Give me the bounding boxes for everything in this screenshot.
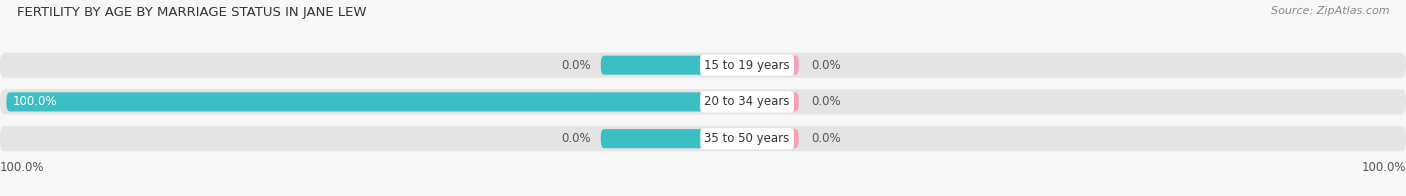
Text: 100.0%: 100.0%	[13, 95, 58, 108]
Text: 0.0%: 0.0%	[811, 59, 841, 72]
FancyBboxPatch shape	[0, 126, 1406, 151]
Text: 15 to 19 years: 15 to 19 years	[704, 59, 790, 72]
Text: 0.0%: 0.0%	[811, 95, 841, 108]
Text: FERTILITY BY AGE BY MARRIAGE STATUS IN JANE LEW: FERTILITY BY AGE BY MARRIAGE STATUS IN J…	[17, 6, 367, 19]
Text: 0.0%: 0.0%	[561, 132, 591, 145]
FancyBboxPatch shape	[703, 129, 799, 148]
Text: 100.0%: 100.0%	[1361, 162, 1406, 174]
FancyBboxPatch shape	[7, 92, 703, 112]
FancyBboxPatch shape	[600, 56, 703, 75]
Text: 100.0%: 100.0%	[0, 162, 45, 174]
FancyBboxPatch shape	[600, 129, 703, 148]
Text: 0.0%: 0.0%	[811, 132, 841, 145]
Text: 0.0%: 0.0%	[561, 59, 591, 72]
FancyBboxPatch shape	[703, 56, 799, 75]
FancyBboxPatch shape	[0, 53, 1406, 78]
Text: 20 to 34 years: 20 to 34 years	[704, 95, 790, 108]
FancyBboxPatch shape	[0, 89, 1406, 114]
Text: Source: ZipAtlas.com: Source: ZipAtlas.com	[1271, 6, 1389, 16]
Text: 35 to 50 years: 35 to 50 years	[704, 132, 790, 145]
FancyBboxPatch shape	[703, 92, 799, 112]
